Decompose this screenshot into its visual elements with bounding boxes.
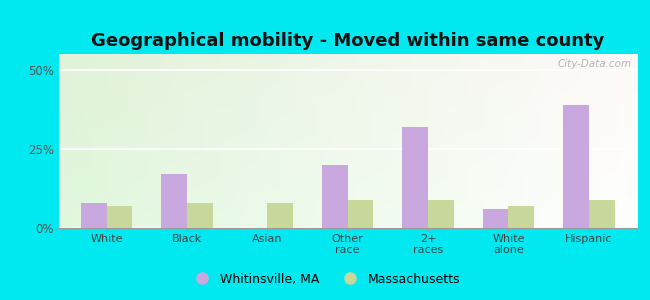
Bar <box>508 206 534 228</box>
Bar <box>107 206 133 228</box>
Bar <box>563 105 589 228</box>
Bar <box>483 209 508 228</box>
Bar <box>161 174 187 228</box>
Legend: Whitinsville, MA, Massachusetts: Whitinsville, MA, Massachusetts <box>185 268 465 291</box>
Bar <box>589 200 614 228</box>
Title: Geographical mobility - Moved within same county: Geographical mobility - Moved within sam… <box>91 32 604 50</box>
Bar <box>267 203 293 228</box>
Bar <box>348 200 374 228</box>
Bar <box>322 165 348 228</box>
Bar <box>187 203 213 228</box>
Text: City-Data.com: City-Data.com <box>557 59 631 69</box>
Bar <box>81 203 107 228</box>
Bar <box>428 200 454 228</box>
Bar <box>402 127 428 228</box>
